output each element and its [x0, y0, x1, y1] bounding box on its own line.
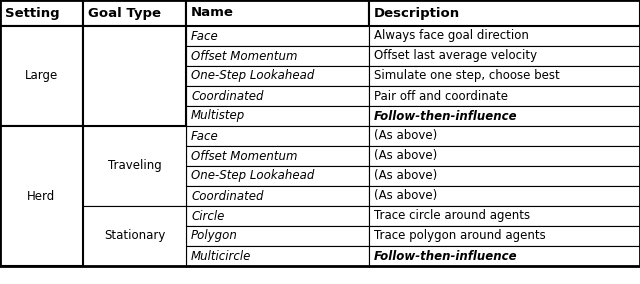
- Bar: [0, 26, 83, 126]
- Text: (As above): (As above): [374, 170, 437, 183]
- Bar: [186, 0, 369, 26]
- Text: Offset Momentum: Offset Momentum: [191, 49, 298, 62]
- Bar: [186, 126, 369, 146]
- Text: Pair off and coordinate: Pair off and coordinate: [374, 89, 508, 103]
- Text: (As above): (As above): [374, 149, 437, 162]
- Text: Face: Face: [191, 30, 219, 43]
- Text: Large: Large: [25, 70, 58, 82]
- Text: Simulate one step, choose best: Simulate one step, choose best: [374, 70, 560, 82]
- Bar: [186, 246, 369, 266]
- Text: One-Step Lookahead: One-Step Lookahead: [191, 70, 314, 82]
- Text: Coordinated: Coordinated: [191, 89, 264, 103]
- Bar: [369, 226, 640, 246]
- Bar: [369, 206, 640, 226]
- Bar: [369, 66, 640, 86]
- Bar: [369, 0, 640, 26]
- Text: Goal Type: Goal Type: [88, 7, 161, 20]
- Bar: [369, 246, 640, 266]
- Text: Follow-then-influence: Follow-then-influence: [374, 110, 518, 122]
- Bar: [369, 86, 640, 106]
- Bar: [186, 186, 369, 206]
- Bar: [186, 166, 369, 186]
- Bar: [369, 166, 640, 186]
- Bar: [186, 226, 369, 246]
- Bar: [186, 26, 369, 46]
- Text: Multicircle: Multicircle: [191, 250, 252, 262]
- Text: Herd: Herd: [28, 189, 56, 202]
- Text: Setting: Setting: [5, 7, 60, 20]
- Text: (As above): (As above): [374, 130, 437, 143]
- Bar: [0, 0, 83, 26]
- Bar: [369, 126, 640, 146]
- Text: Offset last average velocity: Offset last average velocity: [374, 49, 537, 62]
- Text: Coordinated: Coordinated: [191, 189, 264, 202]
- Bar: [369, 186, 640, 206]
- Bar: [83, 0, 186, 26]
- Text: Always face goal direction: Always face goal direction: [374, 30, 529, 43]
- Text: Description: Description: [374, 7, 460, 20]
- Bar: [0, 126, 83, 266]
- Text: Trace polygon around agents: Trace polygon around agents: [374, 229, 546, 243]
- Bar: [369, 106, 640, 126]
- Bar: [369, 26, 640, 46]
- Text: Stationary: Stationary: [104, 229, 165, 243]
- Bar: [186, 86, 369, 106]
- Bar: [186, 66, 369, 86]
- Bar: [369, 46, 640, 66]
- Bar: [186, 146, 369, 166]
- Text: Face: Face: [191, 130, 219, 143]
- Text: Multistep: Multistep: [191, 110, 245, 122]
- Bar: [83, 26, 186, 126]
- Text: Offset Momentum: Offset Momentum: [191, 149, 298, 162]
- Bar: [83, 206, 186, 266]
- Bar: [186, 46, 369, 66]
- Text: Polygon: Polygon: [191, 229, 238, 243]
- Text: (As above): (As above): [374, 189, 437, 202]
- Text: Traveling: Traveling: [108, 160, 161, 172]
- Text: Trace circle around agents: Trace circle around agents: [374, 210, 530, 222]
- Bar: [83, 126, 186, 206]
- Bar: [186, 106, 369, 126]
- Bar: [369, 146, 640, 166]
- Text: Follow-then-influence: Follow-then-influence: [374, 250, 518, 262]
- Bar: [186, 206, 369, 226]
- Text: Name: Name: [191, 7, 234, 20]
- Text: One-Step Lookahead: One-Step Lookahead: [191, 170, 314, 183]
- Text: Circle: Circle: [191, 210, 225, 222]
